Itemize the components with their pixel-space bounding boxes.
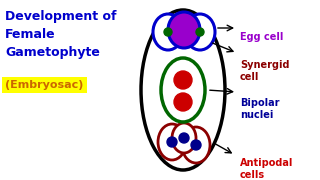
Text: Bipolar
nuclei: Bipolar nuclei	[240, 98, 279, 120]
Circle shape	[174, 93, 192, 111]
Ellipse shape	[153, 14, 183, 50]
Ellipse shape	[182, 127, 210, 163]
Text: Female: Female	[5, 28, 56, 41]
Ellipse shape	[141, 10, 225, 170]
Circle shape	[179, 133, 189, 143]
Text: Egg cell: Egg cell	[240, 32, 284, 42]
Ellipse shape	[172, 123, 196, 153]
Text: (Embryosac): (Embryosac)	[5, 80, 84, 90]
Ellipse shape	[161, 58, 205, 122]
Text: Synergid
cell: Synergid cell	[240, 60, 290, 82]
Ellipse shape	[168, 12, 200, 48]
Circle shape	[167, 137, 177, 147]
Text: Gametophyte: Gametophyte	[5, 46, 100, 59]
Ellipse shape	[185, 14, 215, 50]
Circle shape	[174, 71, 192, 89]
Circle shape	[196, 28, 204, 36]
Ellipse shape	[158, 124, 186, 160]
Text: Antipodal
cells: Antipodal cells	[240, 158, 293, 180]
Circle shape	[164, 28, 172, 36]
Text: Development of: Development of	[5, 10, 116, 23]
Circle shape	[191, 140, 201, 150]
